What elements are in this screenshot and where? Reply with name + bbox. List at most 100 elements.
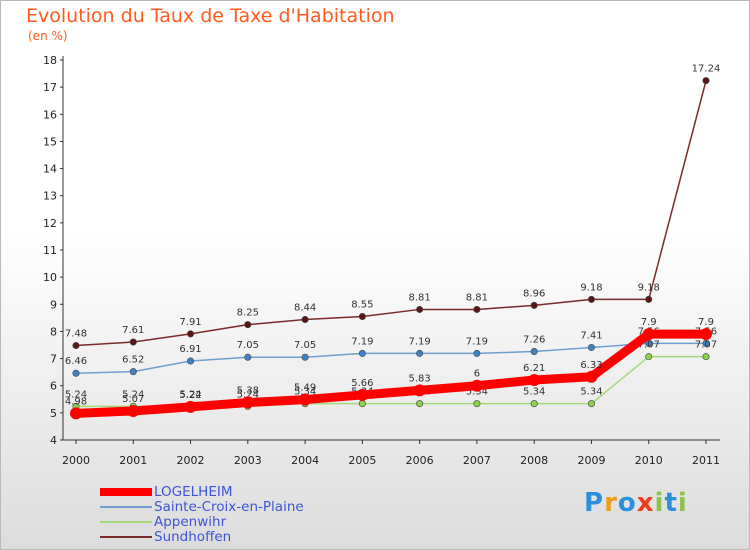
data-label: 5.49 xyxy=(294,383,316,394)
data-label: 7.19 xyxy=(409,336,431,347)
data-label: 7.07 xyxy=(695,340,717,351)
data-label: 7.61 xyxy=(122,325,144,336)
data-label: 4.98 xyxy=(65,396,87,407)
legend-label: Appenwihr xyxy=(154,514,227,530)
logo-letter: P xyxy=(584,488,605,518)
logo-letter: i xyxy=(654,488,665,518)
data-point xyxy=(587,295,595,303)
y-tick-label: 8 xyxy=(50,325,57,338)
legend-label: LOGELHEIM xyxy=(154,484,233,500)
y-tick-label: 7 xyxy=(50,353,57,366)
data-point xyxy=(358,312,366,320)
data-point xyxy=(184,400,197,413)
data-point xyxy=(299,393,312,406)
data-label: 6.21 xyxy=(523,363,545,374)
data-point xyxy=(645,295,653,303)
data-point xyxy=(356,388,369,401)
data-label: 6.46 xyxy=(65,356,87,367)
data-label: 7.91 xyxy=(179,317,201,328)
y-tick-label: 11 xyxy=(43,244,57,257)
data-point xyxy=(187,330,195,338)
y-tick-label: 13 xyxy=(43,190,57,203)
data-label: 8.96 xyxy=(523,288,545,299)
data-label: 5.22 xyxy=(179,390,201,401)
data-label: 7.48 xyxy=(65,329,87,340)
data-point xyxy=(129,368,137,376)
data-label: 5.34 xyxy=(294,387,316,398)
x-tick-label: 2009 xyxy=(577,454,605,467)
data-label: 5.38 xyxy=(237,386,259,397)
x-tick-label: 2011 xyxy=(692,454,720,467)
logo-letter: r xyxy=(604,488,618,518)
x-tick-label: 2000 xyxy=(62,454,90,467)
data-label: 5.34 xyxy=(466,387,488,398)
data-point xyxy=(530,348,538,356)
data-point xyxy=(241,396,254,409)
data-label: 6.33 xyxy=(580,360,602,371)
y-tick-label: 17 xyxy=(43,81,57,94)
data-point xyxy=(244,321,252,329)
x-tick-label: 2002 xyxy=(177,454,205,467)
data-point xyxy=(301,315,309,323)
data-point xyxy=(702,77,710,85)
x-tick-label: 2007 xyxy=(463,454,491,467)
y-tick-label: 4 xyxy=(50,434,57,447)
logo-letter: o xyxy=(617,488,637,518)
series-line-sundhoffen xyxy=(75,79,707,347)
y-tick-label: 10 xyxy=(43,271,57,284)
data-point xyxy=(129,338,137,346)
y-tick-label: 12 xyxy=(43,217,57,230)
x-tick-label: 2004 xyxy=(291,454,319,467)
data-label: 8.44 xyxy=(294,302,316,313)
data-label: 6 xyxy=(474,369,480,380)
data-point xyxy=(301,353,309,361)
x-tick-label: 2001 xyxy=(119,454,147,467)
x-tick-label: 2005 xyxy=(348,454,376,467)
data-point xyxy=(645,339,653,347)
data-label: 17.24 xyxy=(692,64,721,75)
y-tick-label: 16 xyxy=(43,108,57,121)
y-tick-label: 18 xyxy=(43,54,57,67)
data-point xyxy=(358,349,366,357)
data-point xyxy=(473,349,481,357)
data-point xyxy=(700,328,712,341)
data-point xyxy=(244,353,252,361)
data-label: 5.24 xyxy=(179,389,201,400)
legend-swatch xyxy=(100,536,152,538)
data-point xyxy=(72,342,80,350)
data-point xyxy=(585,370,598,383)
data-label: 6.91 xyxy=(179,344,201,355)
data-label: 5.66 xyxy=(351,378,373,389)
chart-title: Evolution du Taux de Taxe d'Habitation xyxy=(26,5,395,27)
data-point xyxy=(72,369,80,377)
logo-letter: x xyxy=(636,488,655,518)
data-point xyxy=(702,339,710,347)
data-label: 5.34 xyxy=(523,387,545,398)
y-tick-label: 5 xyxy=(50,407,57,420)
x-tick-label: 2008 xyxy=(520,454,548,467)
logo-letter: t xyxy=(664,488,678,518)
y-tick-label: 15 xyxy=(43,135,57,148)
data-point xyxy=(416,400,424,408)
data-label: 8.55 xyxy=(351,300,373,311)
logo-letter: i xyxy=(677,488,688,518)
data-point xyxy=(530,400,538,408)
data-label: 5.07 xyxy=(122,394,144,405)
x-tick-label: 2003 xyxy=(234,454,262,467)
data-label: 5.83 xyxy=(409,373,431,384)
data-point xyxy=(473,305,481,313)
data-point xyxy=(127,404,140,417)
data-point xyxy=(642,328,655,341)
data-label: 8.81 xyxy=(466,292,488,303)
data-point xyxy=(473,400,481,408)
data-label: 5.24 xyxy=(65,389,87,400)
data-label: 7.41 xyxy=(580,330,602,341)
y-tick-label: 14 xyxy=(43,163,57,176)
data-label: 9.18 xyxy=(638,282,660,293)
legend-label: Sainte-Croix-en-Plaine xyxy=(154,499,304,515)
data-label: 7.19 xyxy=(466,336,488,347)
proxiti-logo: Proxiti xyxy=(584,488,688,518)
legend-swatch xyxy=(100,506,152,508)
